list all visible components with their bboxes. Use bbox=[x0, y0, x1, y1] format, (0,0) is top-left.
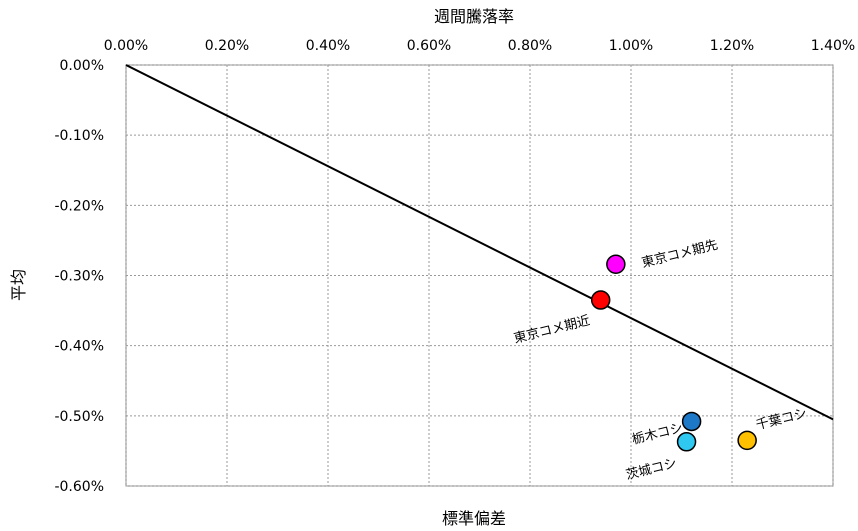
data-point bbox=[681, 411, 702, 432]
y-tick-label: -0.30% bbox=[54, 269, 104, 285]
x-tick-label: 0.60% bbox=[407, 38, 451, 54]
trend-line bbox=[125, 64, 834, 421]
x-tick-label: 0.00% bbox=[104, 38, 148, 54]
data-point bbox=[590, 290, 611, 310]
grid-layer bbox=[125, 64, 834, 487]
x-tick-label: 1.00% bbox=[609, 38, 653, 54]
data-point bbox=[737, 430, 757, 451]
data-point bbox=[676, 432, 697, 452]
x-tick-label: 0.40% bbox=[306, 38, 350, 54]
x-axis-title: 標準偏差 bbox=[442, 509, 506, 528]
point-layer bbox=[590, 254, 757, 452]
y-tick-label: -0.10% bbox=[54, 128, 104, 144]
y-axis-title: 平均 bbox=[9, 269, 28, 301]
x-tick-label: 0.80% bbox=[508, 38, 552, 54]
y-tick-label: -0.40% bbox=[54, 339, 104, 355]
axis-layer: 0.00% 0.20% 0.40% 0.60% 0.80% 1.00% 1.20% 1.40%… bbox=[54, 38, 855, 495]
x-tick-label: 1.20% bbox=[710, 38, 754, 54]
y-tick-label: -0.20% bbox=[54, 198, 104, 214]
y-tick-label: 0.00% bbox=[60, 58, 104, 74]
x-tick-label: 0.20% bbox=[205, 38, 249, 54]
y-tick-label: -0.60% bbox=[54, 479, 104, 495]
trend-layer bbox=[125, 64, 834, 421]
data-point bbox=[606, 254, 626, 275]
y-tick-label: -0.50% bbox=[54, 409, 104, 425]
x-tick-label: 1.40% bbox=[811, 38, 855, 54]
chart-title: 週間騰落率 bbox=[434, 7, 514, 26]
